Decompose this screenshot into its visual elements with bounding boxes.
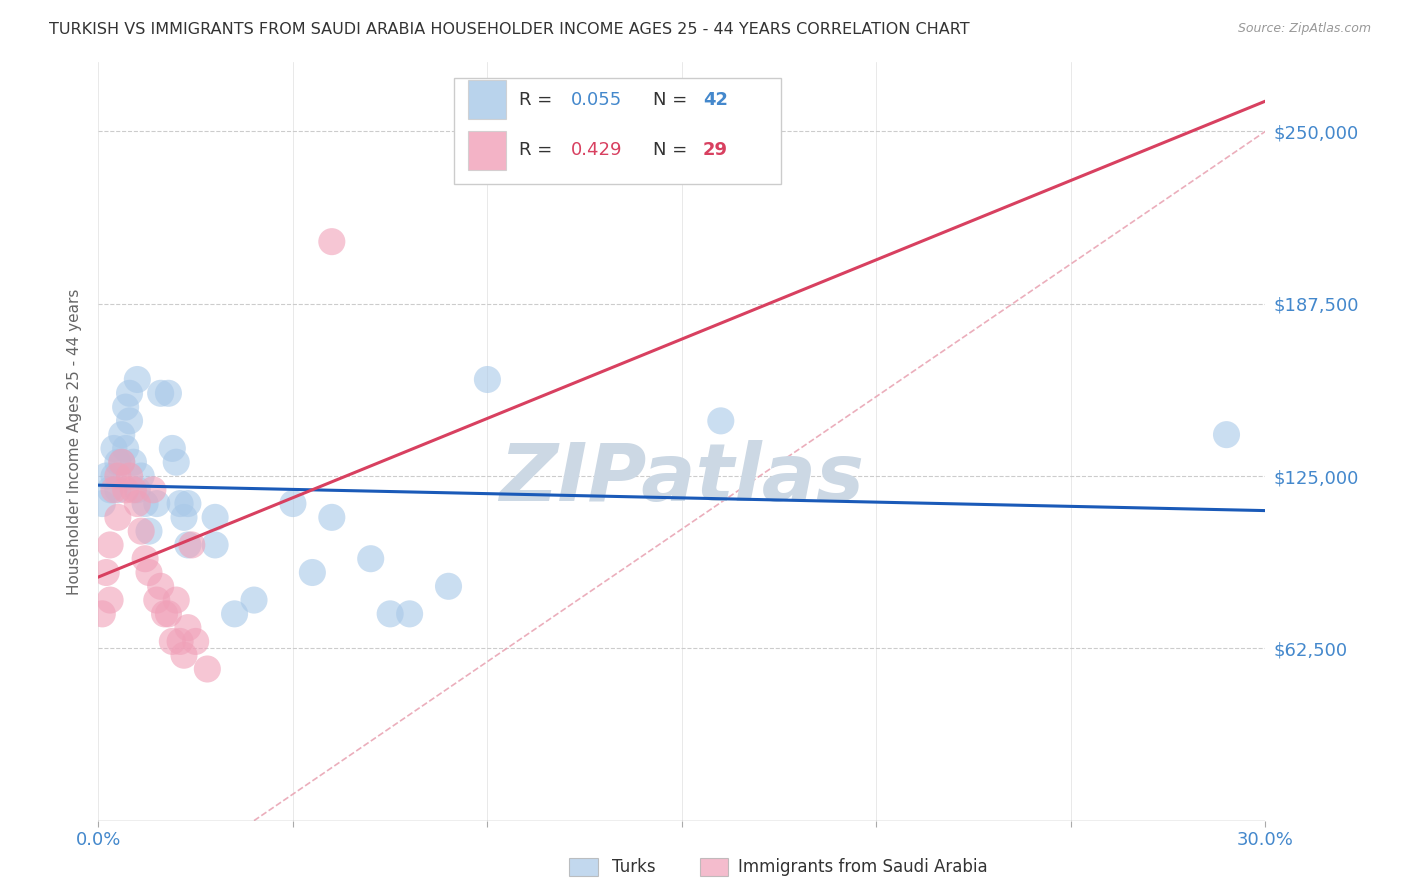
Point [177, 538, 200, 552]
Point [281, 497, 304, 511]
Text: Turks: Turks [612, 858, 655, 876]
Point [169, 497, 191, 511]
Point [321, 510, 343, 524]
Point [98, 593, 121, 607]
Point [224, 607, 246, 621]
Point [107, 469, 129, 483]
Point [91, 497, 114, 511]
Text: N =: N = [652, 142, 693, 160]
Point [103, 469, 125, 483]
Point [134, 497, 156, 511]
Point [195, 662, 218, 676]
Point [162, 634, 184, 648]
Point [118, 386, 141, 401]
Point [98, 538, 121, 552]
Text: 29: 29 [703, 142, 728, 160]
Point [360, 551, 382, 566]
Point [111, 455, 134, 469]
Text: R =: R = [519, 142, 558, 160]
Point [127, 483, 149, 497]
Text: 42: 42 [703, 91, 728, 109]
Point [321, 235, 343, 249]
Point [177, 621, 200, 635]
Point [477, 372, 499, 386]
Point [129, 524, 152, 538]
Point [437, 579, 460, 593]
Bar [454, 78, 782, 184]
Text: Immigrants from Saudi Arabia: Immigrants from Saudi Arabia [738, 858, 988, 876]
Point [243, 593, 266, 607]
Point [173, 510, 195, 524]
Point [153, 607, 176, 621]
Point [127, 372, 149, 386]
Point [1215, 427, 1237, 442]
Point [710, 414, 733, 428]
Point [127, 497, 149, 511]
Point [114, 400, 136, 414]
Text: 0.429: 0.429 [571, 142, 623, 160]
Point [380, 607, 402, 621]
Point [134, 551, 156, 566]
Point [184, 634, 207, 648]
Bar [468, 80, 506, 120]
Point [103, 442, 125, 456]
Point [165, 593, 187, 607]
Text: Source: ZipAtlas.com: Source: ZipAtlas.com [1237, 22, 1371, 36]
Point [114, 442, 136, 456]
Point [98, 483, 121, 497]
Text: ZIPatlas: ZIPatlas [499, 441, 865, 518]
Point [103, 483, 125, 497]
Point [301, 566, 323, 580]
Bar [468, 130, 506, 170]
Point [129, 469, 152, 483]
Point [173, 648, 195, 663]
Point [204, 538, 226, 552]
Point [122, 455, 145, 469]
Point [142, 483, 165, 497]
Point [398, 607, 420, 621]
Point [96, 566, 118, 580]
Point [111, 427, 134, 442]
Point [157, 386, 180, 401]
Point [114, 483, 136, 497]
Point [96, 469, 118, 483]
Point [118, 469, 141, 483]
Point [107, 455, 129, 469]
Point [149, 386, 172, 401]
Text: R =: R = [519, 91, 558, 109]
Point [169, 634, 191, 648]
Point [180, 538, 202, 552]
Point [107, 483, 129, 497]
Point [165, 455, 187, 469]
Point [138, 566, 160, 580]
Point [149, 579, 172, 593]
Point [111, 455, 134, 469]
Text: N =: N = [652, 91, 693, 109]
Point [122, 483, 145, 497]
Point [162, 442, 184, 456]
Point [107, 510, 129, 524]
Y-axis label: Householder Income Ages 25 - 44 years: Householder Income Ages 25 - 44 years [67, 288, 83, 595]
Point [204, 510, 226, 524]
Text: 0.055: 0.055 [571, 91, 623, 109]
Point [157, 607, 180, 621]
Point [146, 593, 169, 607]
Point [91, 607, 114, 621]
Point [138, 524, 160, 538]
Text: TURKISH VS IMMIGRANTS FROM SAUDI ARABIA HOUSEHOLDER INCOME AGES 25 - 44 YEARS CO: TURKISH VS IMMIGRANTS FROM SAUDI ARABIA … [49, 22, 970, 37]
Point [146, 497, 169, 511]
Point [118, 414, 141, 428]
Point [177, 497, 200, 511]
